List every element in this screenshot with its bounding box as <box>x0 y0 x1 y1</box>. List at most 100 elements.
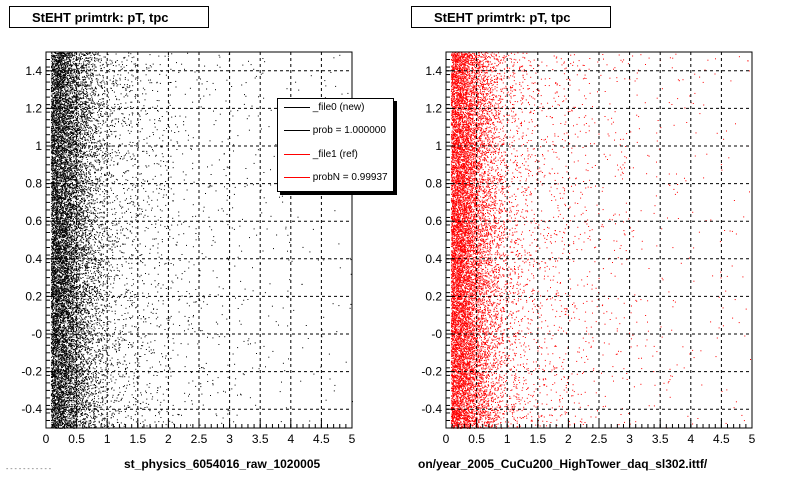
scatter-point <box>69 55 71 57</box>
scatter-point <box>279 391 281 393</box>
scatter-point <box>74 212 76 214</box>
scatter-point <box>98 234 100 236</box>
scatter-point <box>71 195 73 197</box>
scatter-point <box>63 128 65 130</box>
scatter-point <box>55 61 57 63</box>
scatter-point <box>139 119 141 121</box>
scatter-point <box>128 380 130 382</box>
scatter-point <box>62 299 64 301</box>
scatter-point <box>102 390 104 392</box>
scatter-point <box>66 64 68 66</box>
scatter-point <box>102 404 104 406</box>
scatter-point <box>53 71 55 73</box>
scatter-point <box>54 130 56 132</box>
scatter-point <box>172 282 174 284</box>
scatter-point <box>54 76 56 78</box>
scatter-point <box>53 341 55 343</box>
scatter-point <box>53 375 55 376</box>
scatter-point <box>69 323 71 325</box>
scatter-point <box>60 374 62 376</box>
scatter-point <box>68 400 70 402</box>
scatter-point <box>201 393 203 395</box>
scatter-point <box>57 327 59 329</box>
scatter-point <box>82 119 84 121</box>
scatter-point <box>62 378 64 380</box>
scatter-point <box>79 257 81 259</box>
scatter-point <box>69 245 71 247</box>
scatter-point <box>88 189 90 191</box>
scatter-point <box>134 326 136 328</box>
scatter-point <box>64 161 66 163</box>
scatter-point <box>77 153 79 155</box>
scatter-point <box>76 319 77 321</box>
scatter-point <box>63 297 65 299</box>
scatter-point <box>150 393 152 395</box>
scatter-point <box>124 243 126 245</box>
scatter-point <box>58 90 60 91</box>
scatter-point <box>79 160 81 162</box>
scatter-point <box>67 267 69 268</box>
scatter-point <box>55 298 57 300</box>
scatter-point <box>67 426 69 428</box>
scatter-point <box>206 81 208 82</box>
scatter-point <box>125 318 127 320</box>
scatter-point <box>61 242 62 244</box>
scatter-point <box>90 76 92 78</box>
scatter-point <box>68 268 70 270</box>
scatter-point <box>77 125 78 127</box>
scatter-point <box>135 258 136 260</box>
scatter-point <box>68 383 70 384</box>
scatter-point <box>227 195 228 197</box>
scatter-point <box>67 55 69 57</box>
scatter-point <box>51 381 53 383</box>
scatter-point <box>126 160 128 162</box>
scatter-point <box>58 297 60 299</box>
scatter-point <box>154 122 156 124</box>
scatter-point <box>71 417 73 418</box>
scatter-point <box>94 418 96 419</box>
scatter-point <box>60 347 62 349</box>
scatter-point <box>78 363 80 365</box>
scatter-point <box>60 385 62 387</box>
scatter-point <box>60 68 62 70</box>
scatter-point <box>62 278 64 280</box>
scatter-point <box>141 426 143 428</box>
scatter-point <box>131 272 133 274</box>
scatter-point <box>74 84 76 86</box>
scatter-point <box>82 259 84 261</box>
scatter-point <box>56 125 58 126</box>
scatter-point <box>90 298 92 300</box>
scatter-point <box>97 212 99 214</box>
scatter-point <box>112 266 114 268</box>
scatter-point <box>74 174 76 176</box>
scatter-point <box>70 219 71 221</box>
scatter-point <box>146 68 148 70</box>
scatter-point <box>64 235 66 237</box>
scatter-point <box>100 82 102 84</box>
scatter-point <box>54 384 56 386</box>
scatter-point <box>121 331 123 333</box>
scatter-point <box>51 102 53 104</box>
scatter-point <box>170 315 172 317</box>
scatter-point <box>70 160 71 162</box>
scatter-point <box>59 232 61 234</box>
scatter-point <box>70 213 72 215</box>
scatter-point <box>83 213 84 215</box>
scatter-point <box>58 121 60 123</box>
scatter-point <box>84 419 86 421</box>
scatter-point <box>81 159 83 161</box>
scatter-point <box>51 339 53 341</box>
scatter-point <box>82 255 84 257</box>
scatter-point <box>80 336 82 338</box>
scatter-point <box>62 423 64 425</box>
scatter-point <box>95 119 97 121</box>
scatter-point <box>61 209 63 211</box>
scatter-point <box>98 84 100 86</box>
scatter-point <box>78 289 79 290</box>
scatter-point <box>54 353 56 355</box>
scatter-point <box>72 143 74 145</box>
scatter-point <box>87 261 89 263</box>
scatter-point <box>67 369 69 371</box>
scatter-point <box>64 123 66 125</box>
scatter-point <box>237 308 239 309</box>
